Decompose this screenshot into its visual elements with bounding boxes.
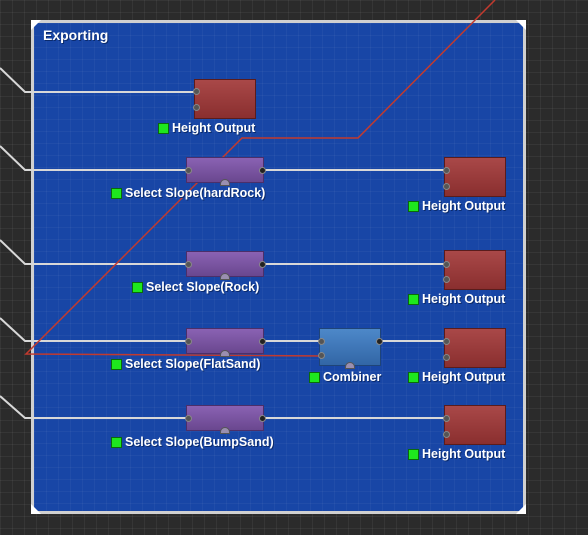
select-slope-bumpsand-node[interactable] xyxy=(185,405,266,434)
select-slope-rock-node[interactable] xyxy=(185,251,266,280)
select-slope-rock-label: Select Slope(Rock) xyxy=(132,280,259,294)
node-label: Height Output xyxy=(422,292,506,306)
mask-port[interactable] xyxy=(220,427,230,434)
input-port[interactable] xyxy=(185,261,192,268)
mask-port[interactable] xyxy=(345,362,355,369)
height-output-label-4: Height Output xyxy=(408,370,505,384)
input-port[interactable] xyxy=(443,276,450,283)
input-port[interactable] xyxy=(193,88,200,95)
height-output-node-4[interactable] xyxy=(443,328,506,368)
input-port[interactable] xyxy=(185,338,192,345)
height-output-node-2[interactable] xyxy=(443,157,506,197)
group-resize-handle-top-right[interactable] xyxy=(516,20,526,30)
output-port[interactable] xyxy=(259,167,266,174)
input-port[interactable] xyxy=(443,183,450,190)
input-port[interactable] xyxy=(443,431,450,438)
group-title: Exporting xyxy=(43,27,109,43)
status-indicator xyxy=(132,281,143,293)
input-port[interactable] xyxy=(443,415,450,422)
node-label: Height Output xyxy=(422,199,506,213)
height-output-label-2: Height Output xyxy=(408,199,505,213)
input-port[interactable] xyxy=(318,352,325,359)
select-slope-bumpsand-label: Select Slope(BumpSand) xyxy=(111,435,274,449)
combiner-label: Combiner xyxy=(309,370,381,384)
output-port[interactable] xyxy=(259,415,266,422)
height-output-node-1[interactable] xyxy=(193,79,256,119)
output-port[interactable] xyxy=(259,261,266,268)
group-resize-handle-bottom-right[interactable] xyxy=(516,504,526,514)
status-indicator xyxy=(408,371,419,383)
input-port[interactable] xyxy=(443,338,450,345)
mask-port[interactable] xyxy=(220,179,230,186)
node-label: Select Slope(BumpSand) xyxy=(125,435,274,449)
input-port[interactable] xyxy=(443,167,450,174)
input-port[interactable] xyxy=(318,338,325,345)
output-port[interactable] xyxy=(376,338,383,345)
combiner-node[interactable] xyxy=(318,328,383,369)
group-resize-handle-top-left[interactable] xyxy=(31,20,41,30)
height-output-node-5[interactable] xyxy=(443,405,506,445)
node-label: Height Output xyxy=(172,121,256,135)
output-port[interactable] xyxy=(259,338,266,345)
node-label: Combiner xyxy=(323,370,382,384)
select-slope-hardrock-label: Select Slope(hardRock) xyxy=(111,186,265,200)
height-output-label-5: Height Output xyxy=(408,447,505,461)
status-indicator xyxy=(408,448,419,460)
status-indicator xyxy=(309,371,320,383)
input-port[interactable] xyxy=(443,261,450,268)
input-port[interactable] xyxy=(443,354,450,361)
height-output-node-3[interactable] xyxy=(443,250,506,290)
input-port[interactable] xyxy=(185,167,192,174)
mask-port[interactable] xyxy=(220,273,230,280)
status-indicator xyxy=(408,200,419,212)
height-output-label-3: Height Output xyxy=(408,292,505,306)
select-slope-flatsand-node[interactable] xyxy=(185,328,266,357)
node-label: Select Slope(Rock) xyxy=(146,280,260,294)
select-slope-flatsand-label: Select Slope(FlatSand) xyxy=(111,357,260,371)
node-label: Select Slope(hardRock) xyxy=(125,186,266,200)
select-slope-hardrock-node[interactable] xyxy=(185,157,266,186)
node-label: Height Output xyxy=(422,370,506,384)
height-output-label-1: Height Output xyxy=(158,121,255,135)
node-label: Select Slope(FlatSand) xyxy=(125,357,261,371)
node-label: Height Output xyxy=(422,447,506,461)
mask-port[interactable] xyxy=(220,350,230,357)
status-indicator xyxy=(111,436,122,448)
input-port[interactable] xyxy=(193,104,200,111)
status-indicator xyxy=(111,358,122,370)
status-indicator xyxy=(408,293,419,305)
input-port[interactable] xyxy=(185,415,192,422)
status-indicator xyxy=(111,187,122,199)
status-indicator xyxy=(158,122,169,134)
group-resize-handle-bottom-left[interactable] xyxy=(31,504,41,514)
